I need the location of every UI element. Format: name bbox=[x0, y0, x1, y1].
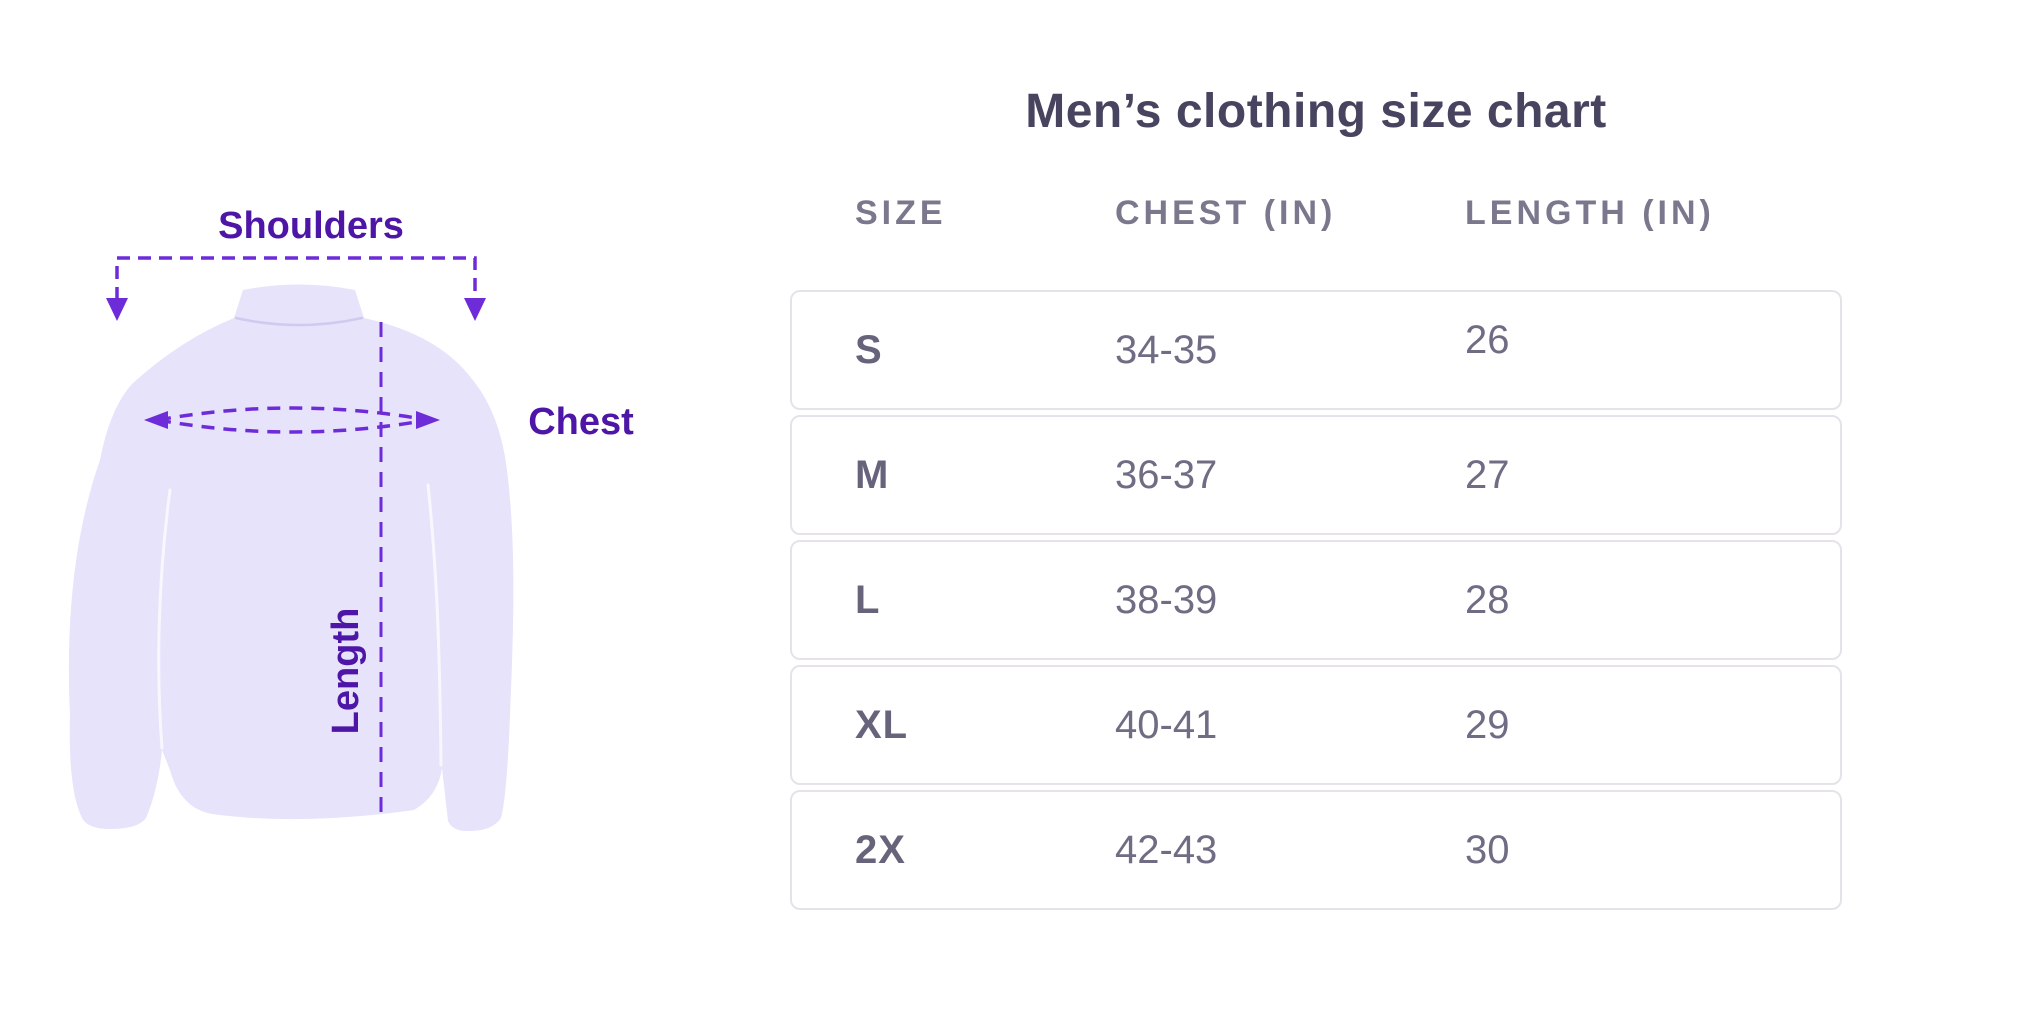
shoulders-label: Shoulders bbox=[218, 205, 404, 247]
shoulders-measure-bracket bbox=[115, 256, 477, 300]
left-sleeve-crease bbox=[157, 488, 172, 750]
column-header-size: SIZE bbox=[855, 194, 947, 232]
length-label: Length bbox=[325, 608, 367, 735]
length-cell: 30 bbox=[1465, 827, 1510, 872]
size-cell: L bbox=[855, 577, 881, 622]
shirt-silhouette bbox=[68, 284, 514, 832]
size-cell: XL bbox=[855, 702, 909, 747]
size-cell: S bbox=[855, 327, 883, 372]
size-table-body: S 34-35 26 M 36-37 27 L 38-39 28 XL 40-4… bbox=[790, 290, 1842, 910]
shoulders-arrow-right bbox=[464, 298, 486, 321]
table-row-xl: XL 40-41 29 bbox=[790, 665, 1842, 785]
table-header-row: SIZE CHEST (in) LENGTH (in) bbox=[790, 194, 1842, 233]
length-cell: 27 bbox=[1465, 452, 1510, 497]
chest-cell: 36-37 bbox=[1115, 452, 1218, 497]
shirt-measurement-diagram: Shoulders Chest Length bbox=[40, 150, 700, 910]
chest-label: Chest bbox=[528, 401, 634, 443]
size-cell: M bbox=[855, 452, 890, 497]
table-row-m: M 36-37 27 bbox=[790, 415, 1842, 535]
table-row-s: S 34-35 26 bbox=[790, 290, 1842, 410]
page-title: Men’s clothing size chart bbox=[1025, 85, 1607, 138]
chest-arrow-right bbox=[416, 411, 440, 429]
size-table-section: Men’s clothing size chart SIZE CHEST (in… bbox=[790, 0, 1842, 1020]
size-cell: 2X bbox=[855, 827, 906, 872]
right-sleeve-crease bbox=[426, 483, 443, 767]
chest-cell: 34-35 bbox=[1115, 327, 1218, 372]
shoulders-arrow-left bbox=[106, 298, 128, 321]
column-header-chest: CHEST (in) bbox=[1115, 194, 1337, 232]
table-row-l: L 38-39 28 bbox=[790, 540, 1842, 660]
shirt-illustration: Shoulders Chest Length bbox=[68, 205, 634, 832]
chest-cell: 42-43 bbox=[1115, 827, 1218, 872]
chest-cell: 38-39 bbox=[1115, 577, 1218, 622]
chest-arrow-left bbox=[144, 411, 168, 429]
table-row-2x: 2X 42-43 30 bbox=[790, 790, 1842, 910]
chest-measure-ellipse bbox=[157, 406, 429, 434]
chest-cell: 40-41 bbox=[1115, 702, 1218, 747]
length-cell: 28 bbox=[1465, 577, 1510, 622]
collar-base-crease bbox=[234, 316, 364, 327]
length-cell: 26 bbox=[1465, 317, 1510, 362]
column-header-length: LENGTH (in) bbox=[1465, 194, 1715, 232]
length-cell: 29 bbox=[1465, 702, 1510, 747]
